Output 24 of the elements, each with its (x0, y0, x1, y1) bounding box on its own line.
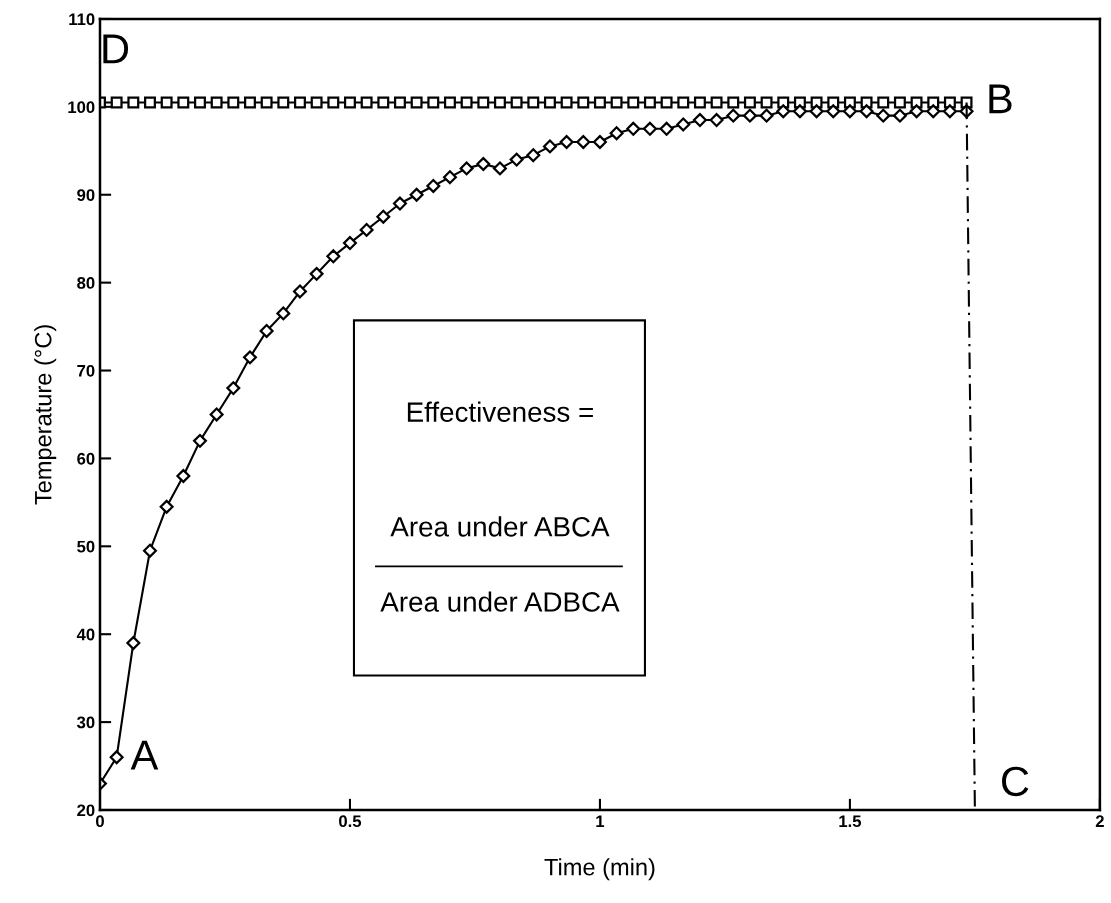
x-tick-label: 1.5 (839, 815, 862, 828)
x-tick-label: 1 (596, 815, 605, 827)
y-tick-label: 80 (77, 277, 95, 289)
y-tick-label: 100 (68, 101, 95, 114)
annotation: Area under ADBCA (380, 591, 620, 612)
annotation: Area under ABCA (390, 516, 610, 537)
annotation: D (103, 34, 129, 64)
y-tick-label: 70 (77, 364, 95, 377)
x-tick-label: 0.5 (339, 815, 362, 828)
y-tick-label: 20 (77, 804, 95, 817)
x-tick-label: 2 (1095, 815, 1104, 827)
annotation: Effectiveness = (407, 401, 593, 422)
y-axis-title: Temperature (°C) (34, 325, 57, 505)
y-tick-label: 110 (69, 13, 95, 26)
x-axis-title: Time (min) (544, 858, 655, 881)
y-tick-label: 50 (77, 540, 95, 553)
y-tick-label: 60 (77, 452, 95, 465)
annotation: A (130, 740, 159, 770)
x-tick-label: 0 (96, 815, 104, 828)
annotation: B (989, 84, 1012, 114)
y-tick-label: 90 (77, 189, 95, 201)
y-tick-label: 40 (76, 628, 95, 641)
y-tick-label: 30 (76, 716, 95, 729)
annotation: C (1002, 766, 1029, 797)
